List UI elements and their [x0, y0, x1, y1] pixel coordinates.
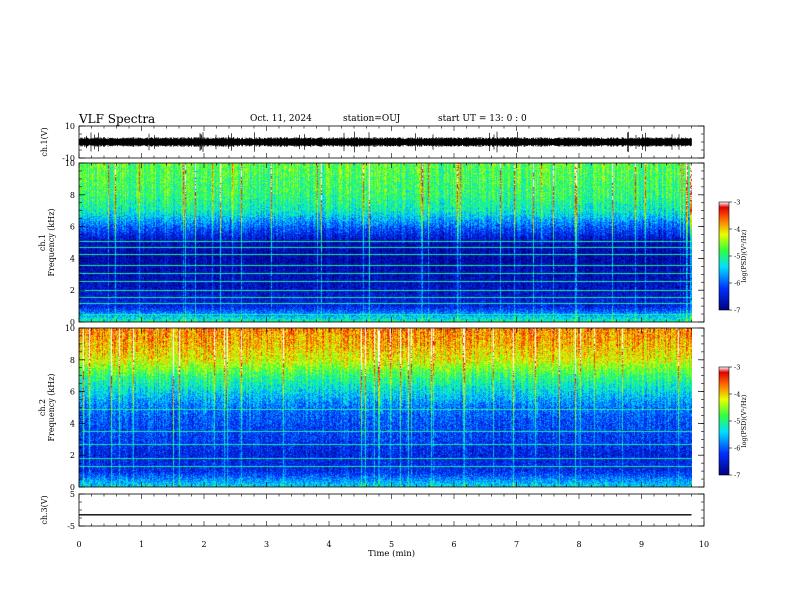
y-tick-label: 10 [65, 159, 75, 168]
ch2-spectrogram-image [79, 328, 692, 487]
colorbar-tick-label: -6 [734, 445, 740, 453]
y-tick-label: 2 [70, 451, 75, 460]
x-tick-label: 2 [201, 540, 206, 549]
x-tick-label: 7 [514, 540, 519, 549]
x-tick-label: 5 [389, 540, 394, 549]
start-time-label: start UT = 13: 0 : 0 [438, 114, 527, 124]
y-axis-label: Frequency (kHz) [47, 208, 56, 276]
y-tick-label: 0 [70, 483, 75, 492]
y-axis-label: ch.3(V) [40, 495, 49, 524]
x-tick-label: 10 [699, 540, 709, 549]
y-axis-label: ch.2 [38, 399, 47, 416]
y-tick-label: 2 [70, 286, 75, 295]
x-tick-label: 3 [264, 540, 269, 549]
x-tick-label: 9 [639, 540, 644, 549]
colorbar-tick-label: -5 [734, 418, 740, 426]
chart-title: VLF Spectra [79, 112, 156, 126]
colorbar-tick-label: -4 [734, 391, 740, 399]
colorbar-tick-label: -7 [734, 472, 740, 480]
colorbar-tick-label: -3 [734, 199, 740, 207]
y-tick-label: 8 [70, 191, 75, 200]
colorbar-tick-label: -6 [734, 280, 740, 288]
y-tick-label: -5 [67, 522, 75, 531]
ch1-trace [78, 131, 692, 153]
station-label: station=OUJ [343, 114, 401, 124]
colorbar-1 [718, 201, 730, 311]
colorbar-2 [718, 366, 730, 476]
y-tick-label: 6 [70, 223, 75, 232]
y-axis-label: Frequency (kHz) [47, 373, 56, 441]
date-label: Oct. 11, 2024 [250, 114, 312, 124]
x-tick-label: 8 [576, 540, 581, 549]
ch1-spectrogram-image [79, 163, 692, 322]
colorbar-tick-label: -5 [734, 253, 740, 261]
colorbar-tick-label: -4 [734, 226, 740, 234]
colorbar-label: log(PSD)(V²/Hz) [740, 394, 748, 447]
y-tick-label: 0 [70, 318, 75, 327]
x-tick-label: 1 [139, 540, 144, 549]
y-tick-label: 4 [70, 254, 75, 263]
y-tick-label: 4 [70, 419, 75, 428]
y-tick-label: 6 [70, 388, 75, 397]
x-tick-label: 0 [76, 540, 81, 549]
y-tick-label: -10 [62, 154, 75, 163]
x-tick-label: 4 [326, 540, 331, 549]
y-tick-label: 8 [70, 356, 75, 365]
colorbar-tick-label: -7 [734, 307, 740, 315]
y-tick-label: 5 [70, 490, 75, 499]
x-tick-label: 6 [451, 540, 456, 549]
y-tick-label: 10 [65, 324, 75, 333]
x-axis-label: Time (min) [368, 548, 415, 559]
y-axis-label: ch.1 [38, 234, 47, 251]
y-tick-label: 10 [65, 122, 75, 131]
colorbar-label: log(PSD)(V²/Hz) [740, 229, 748, 282]
colorbar-tick-label: -3 [734, 364, 740, 372]
y-axis-label: ch.1(V) [40, 127, 49, 156]
